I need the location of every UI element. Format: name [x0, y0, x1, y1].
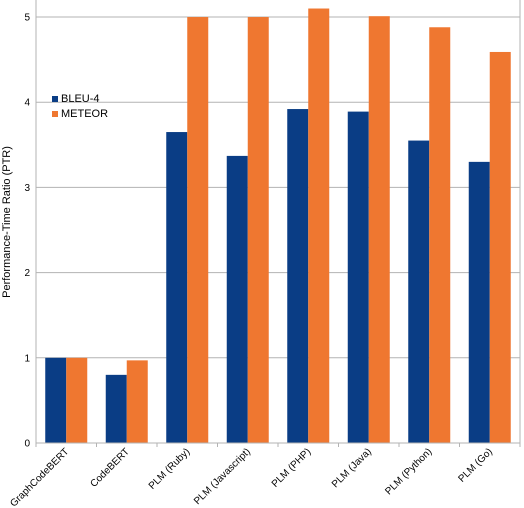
- y-tick-labels: 0 1 2 3 4 5: [24, 13, 30, 450]
- bar-bleu-4-6: [408, 140, 430, 443]
- bar-meteor-2: [187, 17, 209, 444]
- axes: [35, 0, 521, 447]
- bar-bleu-4-1: [105, 374, 127, 443]
- x-tick-label: PLM (Go): [456, 446, 494, 484]
- legend-label: BLEU-4: [61, 93, 100, 105]
- bar-bleu-4-0: [45, 357, 67, 443]
- bar-meteor-1: [126, 360, 148, 443]
- bar-bleu-4-3: [226, 155, 248, 443]
- x-tick-label: CodeBERT: [88, 446, 131, 489]
- bars: [45, 8, 511, 444]
- x-tick-label: PLM (Ruby): [147, 446, 193, 492]
- y-tick-label: 1: [24, 353, 30, 364]
- bar-bleu-4-2: [166, 132, 188, 443]
- bar-meteor-7: [489, 51, 511, 443]
- bar-meteor-5: [368, 16, 390, 444]
- bar-bleu-4-4: [287, 109, 309, 444]
- bar-meteor-6: [429, 27, 451, 444]
- legend: BLEU-4 METEOR: [52, 93, 108, 120]
- y-tick-label: 2: [24, 268, 30, 279]
- legend-swatch: [52, 96, 58, 102]
- x-tick-label: PLM (Python): [383, 446, 434, 497]
- bar-bleu-4-7: [468, 161, 490, 443]
- y-tick-label: 0: [24, 439, 30, 450]
- bar-meteor-0: [66, 357, 88, 443]
- x-tick-labels: GraphCodeBERT CodeBERT PLM (Ruby) PLM (Java…: [8, 446, 495, 508]
- y-tick-label: 3: [24, 183, 30, 194]
- x-tick-label: PLM (Javascript): [192, 446, 253, 507]
- bar-bleu-4-5: [347, 111, 369, 443]
- x-tick-label: PLM (Java): [330, 446, 374, 490]
- legend-swatch: [52, 111, 58, 117]
- x-tick-label: PLM (PHP): [270, 446, 314, 490]
- x-tick-label: GraphCodeBERT: [8, 446, 71, 508]
- bar-meteor-4: [308, 8, 330, 444]
- legend-label: METEOR: [61, 108, 108, 120]
- bar-meteor-3: [247, 17, 269, 444]
- y-tick-label: 4: [24, 98, 30, 109]
- y-tick-label: 5: [24, 13, 30, 24]
- y-axis-title: Performance-Time Ratio (PTR): [1, 146, 13, 298]
